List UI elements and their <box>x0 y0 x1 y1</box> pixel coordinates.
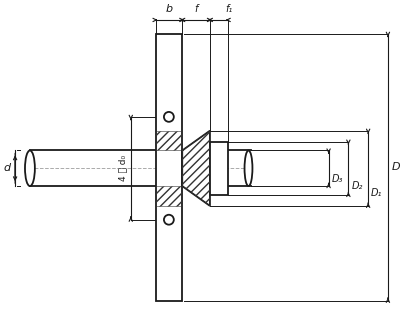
Text: f: f <box>194 4 198 14</box>
Text: f₁: f₁ <box>225 4 232 14</box>
Text: D: D <box>392 162 401 172</box>
Text: D₂: D₂ <box>351 180 363 191</box>
Text: d: d <box>3 163 10 173</box>
Circle shape <box>164 112 174 122</box>
Text: 4 孔 d₀: 4 孔 d₀ <box>118 155 127 181</box>
Polygon shape <box>182 131 210 206</box>
Ellipse shape <box>245 150 252 186</box>
Text: D₁: D₁ <box>371 188 382 198</box>
Text: D₃: D₃ <box>332 174 343 184</box>
Polygon shape <box>156 34 182 301</box>
Ellipse shape <box>25 150 35 186</box>
Circle shape <box>164 215 174 225</box>
Polygon shape <box>210 141 228 195</box>
Text: b: b <box>165 4 173 14</box>
